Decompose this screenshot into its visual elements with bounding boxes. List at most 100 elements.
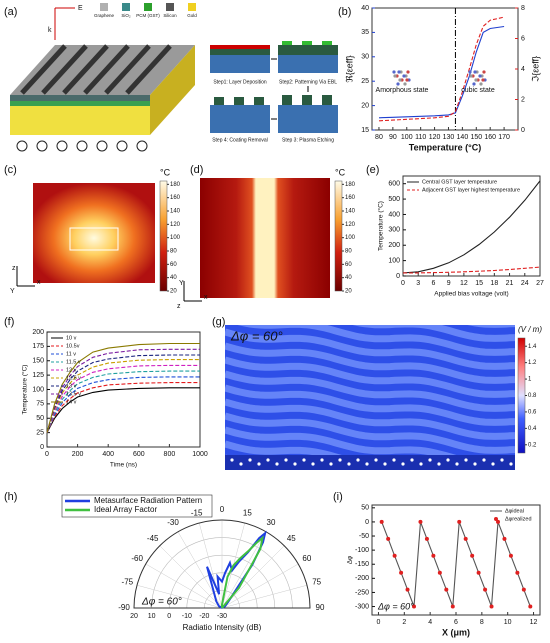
x-tick-label: 400 <box>102 451 114 458</box>
y-axis-label: Δφ <box>347 556 354 565</box>
panel-label: (h) <box>4 491 17 503</box>
x-axis-label: X (μm) <box>442 627 470 637</box>
data-point <box>463 536 468 541</box>
molecule-icon <box>472 82 476 86</box>
layer <box>10 101 150 106</box>
series-line <box>46 348 200 433</box>
colorbar-tick-label: 140 <box>170 209 181 215</box>
theta-tick-label: -60 <box>131 554 143 563</box>
panel-label: (c) <box>4 164 17 176</box>
annotation: Amorphous state <box>376 87 429 94</box>
step-label: Step2: Patterning Via EBL <box>279 79 337 85</box>
x-tick-label: 110 <box>415 134 426 141</box>
chart-title: Δφ = 60° <box>141 597 182 608</box>
y2-tick-label: 4 <box>521 66 525 73</box>
chart-title: Δφ = 60° <box>377 601 414 611</box>
molecule-icon <box>405 78 409 82</box>
colorbar-tick-label: 0.4 <box>528 426 537 432</box>
molecule-icon <box>406 70 410 74</box>
colorbar <box>517 337 526 454</box>
x-tick-label: 6 <box>431 280 435 287</box>
theta-tick-label: -75 <box>122 578 134 587</box>
x-tick-label: 9 <box>447 280 451 287</box>
theta-tick-label: -90 <box>118 603 130 612</box>
r-tick-label: -10 <box>182 613 192 620</box>
x-tick-label: 0 <box>45 451 49 458</box>
step-label: Step 4: Coating Removal <box>212 137 268 143</box>
colorbar-tick-label: 20 <box>170 289 177 295</box>
sources <box>16 140 148 152</box>
colorbar-tick-label: 40 <box>345 275 352 281</box>
colorbar-label: °C <box>335 167 346 177</box>
legend-marker <box>494 517 498 521</box>
legend-label: Metasurface Radiation Pattern <box>94 496 202 505</box>
data-point <box>502 536 507 541</box>
x-axis-label: Time (ns) <box>110 462 137 469</box>
x-tick-label: 10 <box>504 619 512 626</box>
data-point <box>386 536 391 541</box>
data-point <box>483 587 488 592</box>
y-tick-label: -300 <box>355 603 369 610</box>
legend-swatch <box>166 3 174 11</box>
theta-grid <box>221 563 299 609</box>
colorbar-tick-label: 140 <box>345 209 356 215</box>
y-tick-label: 50 <box>361 505 369 512</box>
x-tick-label: 15 <box>475 280 483 287</box>
legend-swatch <box>100 3 108 11</box>
y2-tick-label: 6 <box>521 35 525 42</box>
panel-label: (e) <box>366 164 379 176</box>
y-tick-label: 100 <box>32 386 44 393</box>
molecule-icon <box>397 70 401 74</box>
x-tick-label: 24 <box>521 280 529 287</box>
colorbar-tick-label: 20 <box>345 289 352 295</box>
theta-tick-label: 60 <box>302 554 311 563</box>
y-tick-label: 15 <box>361 127 369 134</box>
theta-grid <box>145 563 223 609</box>
x-tick-label: 130 <box>443 134 455 141</box>
axis-indicator-label: z <box>177 303 181 310</box>
colorbar-label: °C <box>160 167 171 177</box>
molecule-icon <box>393 74 397 78</box>
legend-swatch <box>122 3 130 11</box>
theta-tick-label: 30 <box>267 518 276 527</box>
x-tick-label: 1000 <box>192 451 208 458</box>
ridges <box>20 44 172 95</box>
x-tick-label: 600 <box>133 451 145 458</box>
axis-indicator-label: Y <box>10 288 15 295</box>
y-tick-label: 175 <box>32 343 44 350</box>
annotation: cubic state <box>461 87 495 94</box>
x-tick-label: 150 <box>470 134 482 141</box>
data-point <box>457 519 462 524</box>
x-tick-label: 3 <box>416 280 420 287</box>
colorbar-tick-label: 0.2 <box>528 442 537 448</box>
r-tick-label: -20 <box>199 613 209 620</box>
theta-tick-label: -45 <box>147 534 159 543</box>
data-point <box>437 570 442 575</box>
series-line <box>46 370 200 433</box>
x-tick-label: 80 <box>375 134 383 141</box>
x-tick-label: 27 <box>536 280 544 287</box>
data-point <box>489 604 494 609</box>
x-tick-label: 800 <box>164 451 176 458</box>
y-tick-label: 20 <box>361 102 369 109</box>
legend-label: 13 v <box>66 383 77 389</box>
r-tick-label: 20 <box>130 613 138 620</box>
y2-axis-label: ℑ{εeff} <box>530 56 540 82</box>
x-tick-label: 18 <box>490 280 498 287</box>
legend-label: 10.5v <box>66 343 80 349</box>
theta-grid <box>159 545 223 609</box>
theta-grid <box>221 584 308 609</box>
molecule-icon <box>481 78 485 82</box>
molecule-icon <box>474 78 478 82</box>
x-axis-label: Temperature (°C) <box>409 142 481 152</box>
chart-title: Δφ = 60° <box>230 328 283 343</box>
molecule-icon <box>479 82 483 86</box>
legend-label: 13.5 v <box>66 391 81 397</box>
x-tick-label: 90 <box>389 134 397 141</box>
molecule-icon <box>478 74 482 78</box>
y-tick-label: 125 <box>32 372 44 379</box>
colorbar-tick-label: 180 <box>170 182 181 188</box>
y-tick-label: 0 <box>396 273 400 280</box>
series-line <box>46 382 200 433</box>
x-tick-label: 4 <box>428 619 432 626</box>
